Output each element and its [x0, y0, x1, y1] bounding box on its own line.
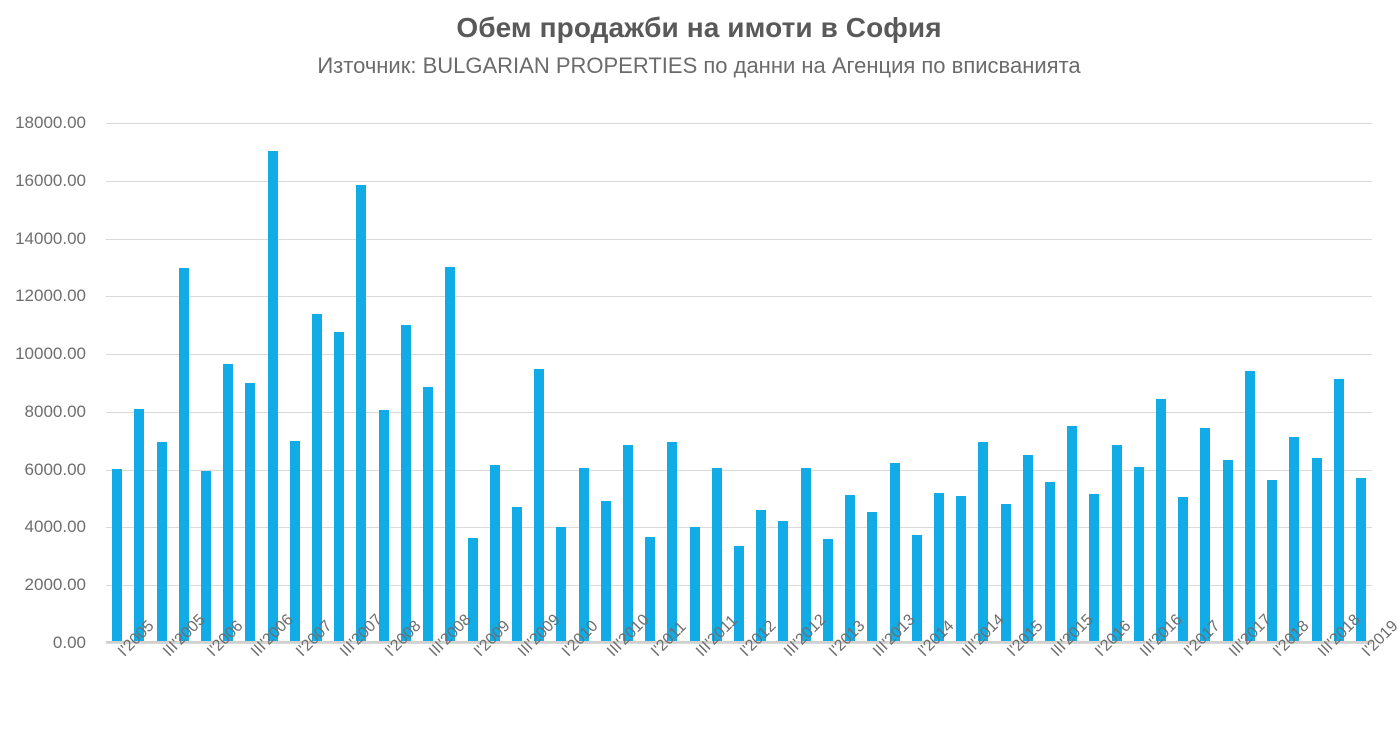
bar[interactable] [1311, 458, 1322, 641]
bar[interactable] [889, 462, 900, 641]
bar[interactable] [1244, 371, 1255, 641]
bar[interactable] [489, 464, 500, 641]
y-axis-tick-label: 16000.00 [15, 170, 86, 190]
bar[interactable] [933, 492, 944, 641]
chart-title: Обем продажби на имоти в София [456, 12, 942, 43]
bar[interactable] [467, 537, 478, 641]
bar[interactable] [1289, 437, 1300, 641]
bar[interactable] [756, 510, 767, 641]
bar[interactable] [600, 501, 611, 641]
bar[interactable] [511, 506, 522, 641]
bar-series [106, 123, 1372, 641]
bar[interactable] [1355, 478, 1366, 641]
bar[interactable] [1333, 379, 1344, 641]
bar[interactable] [1044, 482, 1055, 641]
bar[interactable] [711, 468, 722, 641]
bar[interactable] [734, 545, 744, 641]
bar[interactable] [289, 441, 300, 641]
bar[interactable] [178, 268, 189, 641]
gridline [106, 239, 1372, 240]
bar[interactable] [1089, 493, 1100, 641]
y-axis-tick-label: 4000.00 [24, 517, 86, 537]
bar[interactable] [578, 468, 589, 641]
bar[interactable] [1133, 466, 1144, 641]
bar[interactable] [689, 527, 700, 641]
y-axis-tick-label: 8000.00 [24, 401, 86, 421]
bar[interactable] [267, 151, 278, 641]
bar[interactable] [1267, 479, 1278, 641]
bar[interactable] [1022, 455, 1033, 641]
y-axis-tick-label: 18000.00 [15, 113, 86, 132]
bar[interactable] [1111, 445, 1122, 641]
bar[interactable] [223, 364, 234, 641]
y-axis-tick-label: 12000.00 [15, 286, 86, 306]
bar[interactable] [622, 444, 633, 641]
bar[interactable] [423, 386, 434, 641]
x-axis: I'2005 III'2005 I'2006 III'2006 I'2007 III'20… [106, 611, 1398, 740]
bar[interactable] [800, 467, 811, 641]
gridline [106, 181, 1372, 182]
bar[interactable] [400, 325, 411, 641]
bar[interactable] [445, 266, 456, 641]
bar[interactable] [534, 369, 545, 641]
gridline [106, 643, 1372, 644]
bar[interactable] [956, 495, 967, 641]
chart-subtitle: Източник: BULGARIAN PROPERTIES по данни … [317, 53, 1081, 79]
bar[interactable] [1178, 497, 1189, 641]
bar[interactable] [822, 538, 833, 641]
bar[interactable] [667, 442, 678, 641]
bar[interactable] [245, 383, 256, 641]
bar[interactable] [1200, 428, 1211, 641]
bar[interactable] [378, 409, 389, 641]
x-axis-line [106, 641, 1372, 643]
bar[interactable] [134, 408, 145, 641]
y-axis-tick-label: 14000.00 [15, 228, 86, 248]
bar[interactable] [778, 520, 789, 641]
bar[interactable] [112, 468, 123, 641]
gridline [106, 296, 1372, 297]
bar[interactable] [1067, 425, 1078, 641]
gridline [106, 470, 1372, 471]
bar[interactable] [156, 442, 167, 641]
bar[interactable] [1156, 399, 1166, 641]
y-axis-tick-label: 10000.00 [15, 344, 86, 364]
bar[interactable] [867, 511, 878, 641]
bar[interactable] [356, 185, 367, 641]
bar[interactable] [334, 331, 345, 641]
gridline [106, 527, 1372, 528]
bar[interactable] [1222, 460, 1233, 641]
bar[interactable] [645, 536, 656, 641]
y-axis-tick-label: 2000.00 [24, 575, 86, 595]
gridline [106, 123, 1372, 124]
gridline [106, 412, 1372, 413]
bar[interactable] [200, 471, 211, 641]
y-axis-tick-label: 6000.00 [24, 459, 86, 479]
bar[interactable] [845, 494, 856, 641]
y-axis-tick-label: 0.00 [52, 633, 86, 652]
bar[interactable] [312, 313, 322, 641]
bar[interactable] [978, 441, 989, 641]
y-axis: 0.00 2000.00 4000.00 6000.00 8000.00 10000.00… [0, 113, 96, 652]
gridline [106, 354, 1372, 355]
bar[interactable] [911, 535, 922, 641]
bar[interactable] [1000, 504, 1011, 641]
bar[interactable] [556, 526, 567, 641]
plot-grid [106, 123, 1372, 644]
title-block: Обем продажби на имоти в София Източник:… [0, 0, 1398, 78]
